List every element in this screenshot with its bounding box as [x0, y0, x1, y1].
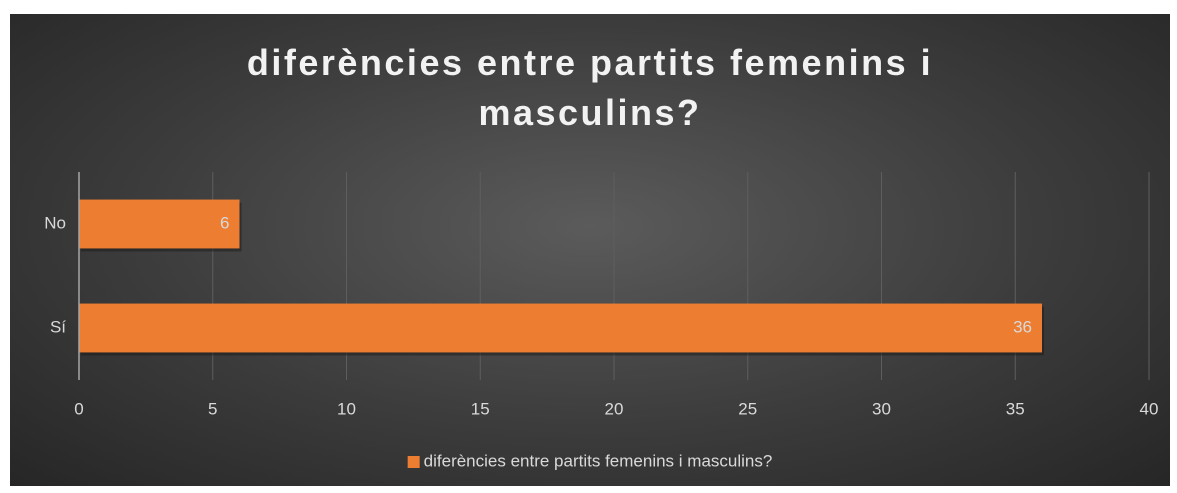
- legend-label: diferències entre partits femenins i mas…: [424, 451, 773, 470]
- x-tick-label: 10: [337, 399, 356, 418]
- x-tick-label: 30: [872, 399, 891, 418]
- x-tick-label: 5: [208, 399, 217, 418]
- bar: [79, 303, 1042, 353]
- y-tick-label: Sí: [50, 317, 66, 336]
- y-tick-label: No: [44, 213, 66, 232]
- x-tick-label: 20: [605, 399, 624, 418]
- x-tick-label: 15: [471, 399, 490, 418]
- data-label: 6: [220, 213, 229, 232]
- data-label: 36: [1013, 317, 1032, 336]
- x-tick-label: 0: [74, 399, 83, 418]
- chart-title: diferències entre partits femenins i mas…: [246, 42, 934, 133]
- x-tick-label: 40: [1140, 399, 1159, 418]
- x-tick-label: 25: [738, 399, 757, 418]
- legend-swatch: [407, 456, 420, 468]
- x-tick-label: 35: [1006, 399, 1025, 418]
- bar: [79, 199, 240, 249]
